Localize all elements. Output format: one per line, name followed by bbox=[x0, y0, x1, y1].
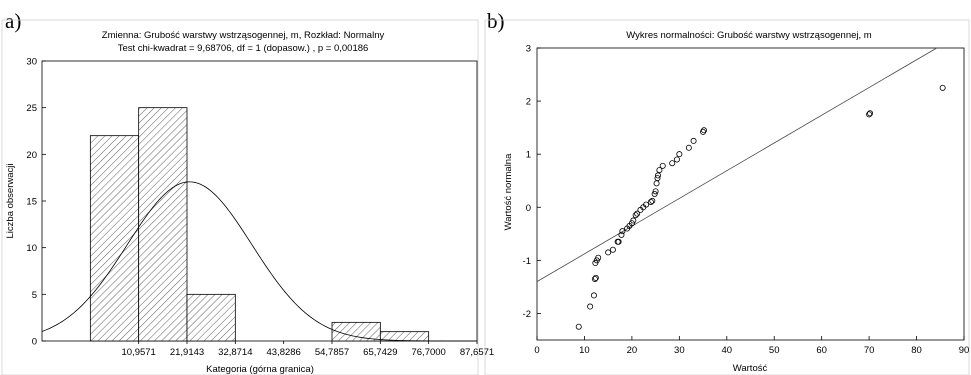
panel-b: b) Wykres normalności: Grubość warstwy w… bbox=[484, 9, 970, 375]
histogram-y-tick-label: 5 bbox=[32, 290, 37, 301]
normality-point bbox=[587, 303, 594, 310]
normality-reference-line bbox=[536, 47, 937, 282]
panel-a-letter: a) bbox=[5, 9, 21, 33]
panel-a-frame bbox=[1, 19, 479, 375]
normality-y-axis-label: Wartość normalna bbox=[503, 153, 514, 230]
normality-y-tick-label: 2 bbox=[526, 97, 531, 108]
normality-title: Wykres normalności: Grubość warstwy wstr… bbox=[626, 30, 871, 41]
normality-point bbox=[654, 175, 661, 182]
histogram-x-tick-label: 65,7429 bbox=[363, 347, 397, 358]
normality-point bbox=[592, 274, 599, 281]
normality-point bbox=[643, 201, 650, 208]
normality-point bbox=[575, 323, 582, 330]
normality-x-tick-label: 20 bbox=[627, 345, 638, 356]
normality-plot-area bbox=[536, 47, 965, 341]
histogram-x-axis-label: Kategoria (górna granica) bbox=[206, 364, 314, 375]
normality-x-tick-label: 30 bbox=[674, 345, 685, 356]
normality-point bbox=[615, 238, 622, 245]
histogram-bar bbox=[186, 293, 236, 342]
normality-point bbox=[619, 228, 626, 235]
normality-point bbox=[701, 127, 708, 134]
normality-point bbox=[669, 160, 676, 167]
histogram-x-tick-label: 32,8714 bbox=[218, 347, 252, 358]
histogram-x-tick-label: 87,6571 bbox=[460, 347, 494, 358]
normality-x-ticks: 0 10 20 30 40 50 60 70 80 90 bbox=[534, 336, 969, 356]
normality-x-tick-label: 90 bbox=[959, 345, 970, 356]
normality-x-tick-label: 10 bbox=[579, 345, 590, 356]
normality-point bbox=[591, 275, 598, 282]
normality-y-tick-label: -2 bbox=[523, 309, 531, 320]
normality-point bbox=[652, 188, 659, 195]
normality-y-tick-label: 1 bbox=[526, 150, 531, 161]
panel-a: a) Zmienna: Grubość warstwy wstrząsogenn… bbox=[1, 9, 494, 375]
normality-point bbox=[867, 110, 874, 117]
normality-point bbox=[939, 84, 946, 91]
normality-point bbox=[866, 111, 873, 118]
histogram-x-tick-label: 54,7857 bbox=[315, 347, 349, 358]
normality-point bbox=[630, 217, 637, 224]
histogram-x-ticks: 10,9571 21,9143 32,8714 43,8286 54,7857 65,74… bbox=[121, 341, 494, 358]
normality-point bbox=[618, 231, 625, 238]
histogram-x-tick-label: 10,9571 bbox=[121, 347, 155, 358]
normality-point bbox=[634, 210, 641, 217]
normality-y-tick-label: 3 bbox=[526, 44, 531, 55]
histogram-bar bbox=[331, 321, 381, 342]
histogram-x-tick-label: 43,8286 bbox=[266, 347, 300, 358]
normality-x-tick-label: 0 bbox=[534, 345, 539, 356]
normality-x-tick-label: 50 bbox=[769, 345, 780, 356]
histogram-x-tick-label: 21,9143 bbox=[170, 347, 204, 358]
normality-point bbox=[690, 137, 697, 144]
histogram-y-tick-label: 0 bbox=[32, 337, 37, 348]
normality-x-axis-label: Wartość bbox=[733, 363, 768, 374]
histogram-y-tick-label: 25 bbox=[26, 103, 37, 114]
normality-y-ticks: -2 -1 0 1 2 3 bbox=[523, 44, 541, 320]
panel-b-letter: b) bbox=[487, 9, 505, 33]
normality-point bbox=[632, 212, 639, 219]
normality-x-tick-label: 40 bbox=[721, 345, 732, 356]
normality-point bbox=[647, 198, 654, 205]
normality-point bbox=[649, 197, 656, 204]
histogram-bars bbox=[89, 107, 430, 342]
normality-point bbox=[656, 167, 663, 174]
histogram-y-tick-label: 30 bbox=[26, 57, 37, 68]
normality-x-tick-label: 60 bbox=[816, 345, 827, 356]
normality-x-tick-label: 80 bbox=[911, 345, 922, 356]
histogram-y-tick-label: 20 bbox=[26, 150, 37, 161]
normality-point bbox=[685, 144, 692, 151]
histogram-y-tick-label: 15 bbox=[26, 197, 37, 208]
histogram-bar bbox=[138, 107, 188, 342]
histogram-title-line1: Zmienna: Grubość warstwy wstrząsogennej,… bbox=[102, 30, 385, 41]
histogram-x-tick-label: 76,7000 bbox=[411, 347, 445, 358]
normality-point bbox=[651, 190, 658, 197]
normality-point bbox=[654, 172, 661, 179]
normality-point bbox=[676, 151, 683, 158]
normality-point bbox=[605, 249, 612, 256]
normality-point bbox=[673, 156, 680, 163]
histogram-title-line2: Test chi-kwadrat = 9,68706, df = 1 (dopa… bbox=[118, 43, 369, 54]
normality-y-tick-label: -1 bbox=[523, 256, 531, 267]
histogram-y-axis-label: Liczba obserwacji bbox=[5, 164, 16, 239]
normal-fit-curve bbox=[41, 181, 477, 342]
normality-points bbox=[575, 84, 946, 330]
normality-y-tick-label: 0 bbox=[526, 203, 531, 214]
normality-point bbox=[590, 292, 597, 299]
panel-b-frame bbox=[484, 19, 970, 375]
normality-x-tick-label: 70 bbox=[864, 345, 875, 356]
histogram-bar bbox=[379, 331, 430, 342]
normality-point bbox=[609, 246, 616, 253]
histogram-y-tick-label: 10 bbox=[26, 243, 37, 254]
histogram-bar bbox=[89, 135, 140, 342]
normality-point bbox=[595, 254, 602, 261]
histogram-y-ticks: 0 5 10 15 20 25 30 bbox=[26, 57, 46, 348]
normality-point bbox=[700, 128, 707, 135]
normality-point bbox=[659, 162, 666, 169]
